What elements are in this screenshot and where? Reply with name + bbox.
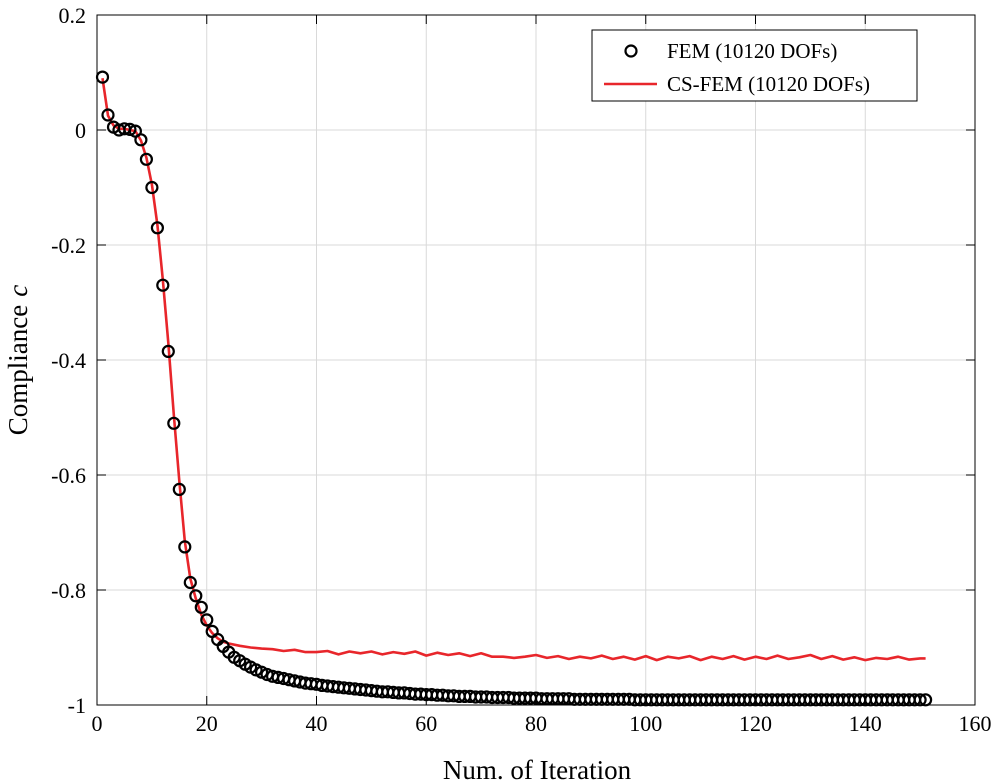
x-tick-label: 40 bbox=[306, 711, 328, 736]
x-tick-label: 160 bbox=[959, 711, 992, 736]
x-tick-label: 120 bbox=[739, 711, 772, 736]
y-tick-label: -0.2 bbox=[51, 233, 86, 258]
fem-data-point bbox=[156, 278, 170, 292]
series-cs-fem bbox=[101, 78, 926, 662]
y-axis-title: Compliance c bbox=[3, 285, 33, 435]
y-tick-label: -0.4 bbox=[51, 348, 86, 373]
x-tick-label: 100 bbox=[629, 711, 662, 736]
ticks bbox=[96, 14, 976, 706]
y-tick-label: -0.6 bbox=[51, 463, 86, 488]
fem-data-point bbox=[183, 575, 197, 590]
fem-data-point bbox=[189, 589, 203, 603]
legend-label-cs-fem: CS-FEM (10120 DOFs) bbox=[667, 72, 870, 96]
x-tick-label: 80 bbox=[525, 711, 547, 736]
legend-label-fem: FEM (10120 DOFs) bbox=[667, 39, 837, 63]
x-tick-labels: 0 20 40 60 80 100 120 140 160 bbox=[92, 711, 992, 736]
y-tick-labels: -1 -0.8 -0.6 -0.4 -0.2 0 0.2 bbox=[51, 3, 86, 718]
x-axis-title: Num. of Iteration bbox=[443, 755, 632, 783]
series-line-cs-fem bbox=[101, 78, 926, 662]
fem-data-point bbox=[150, 221, 164, 235]
grid bbox=[97, 15, 975, 705]
y-axis-title-symbol: c bbox=[3, 285, 33, 297]
fem-data-point bbox=[161, 344, 175, 358]
x-tick-label: 0 bbox=[92, 711, 103, 736]
fem-data-point bbox=[101, 108, 115, 122]
fem-data-point bbox=[194, 600, 208, 614]
legend-marker-fem bbox=[624, 44, 638, 58]
fem-data-point bbox=[200, 613, 214, 627]
x-tick-label: 140 bbox=[849, 711, 882, 736]
fem-data-point bbox=[123, 122, 137, 136]
y-tick-label: -1 bbox=[68, 693, 86, 718]
x-tick-label: 20 bbox=[196, 711, 218, 736]
y-tick-label: -0.8 bbox=[51, 578, 86, 603]
fem-data-point bbox=[139, 152, 153, 166]
fem-data-point bbox=[134, 133, 148, 147]
legend: FEM (10120 DOFs) CS-FEM (10120 DOFs) bbox=[591, 29, 918, 102]
fem-data-point bbox=[167, 416, 181, 430]
fem-data-point bbox=[145, 180, 159, 195]
y-tick-label: 0.2 bbox=[59, 3, 87, 28]
y-axis-title-text: Compliance bbox=[3, 305, 33, 435]
y-tick-label: 0 bbox=[75, 118, 86, 143]
legend-box bbox=[591, 29, 918, 102]
fem-data-point bbox=[178, 540, 192, 554]
x-tick-label: 60 bbox=[415, 711, 437, 736]
fem-data-point bbox=[172, 482, 186, 496]
